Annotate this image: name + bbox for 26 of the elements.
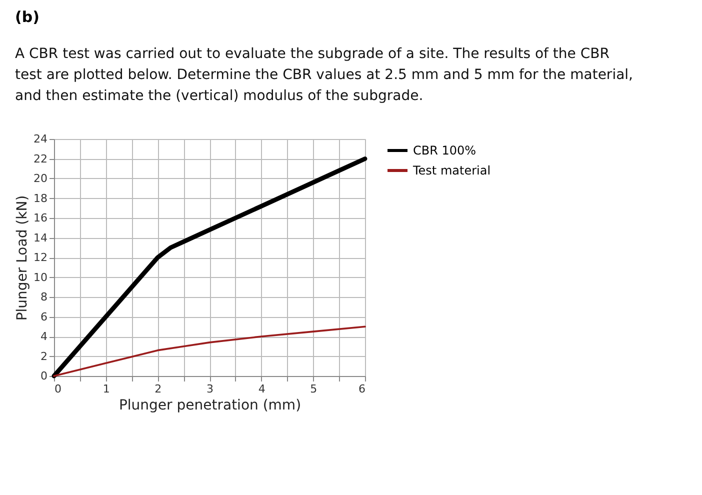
x-tick-label: 5	[310, 382, 318, 396]
y-tick-label: 4	[40, 330, 48, 343]
legend-label: Test material	[412, 164, 491, 178]
y-tick-label: 6	[40, 310, 48, 324]
legend-label: CBR 100%	[413, 144, 476, 158]
x-tick-label: 1	[102, 382, 110, 396]
y-tick-label: 24	[34, 132, 48, 146]
x-tick-label: 6	[358, 382, 366, 396]
y-tick-label: 16	[34, 212, 48, 224]
chart-title: (b)	[15, 8, 40, 26]
y-tick-label: 22	[34, 152, 48, 166]
y-tick-label: 12	[34, 251, 48, 264]
x-tick-label: 2	[154, 382, 162, 396]
y-tick-label: 18	[34, 192, 48, 205]
y-tick-label: 14	[34, 231, 48, 244]
x-tick-label: 4	[258, 382, 266, 396]
x-tick-label: 0	[54, 382, 62, 396]
x-tick-label: 3	[206, 382, 214, 396]
y-tick-label: 8	[40, 290, 48, 304]
y-tick-label: 20	[34, 172, 48, 185]
x-axis-title: Plunger penetration (mm)	[118, 398, 302, 414]
y-tick-label: 0	[40, 370, 48, 382]
y-tick-label: 2	[40, 350, 48, 363]
chart-subtitle: A CBR test was carried out to evaluate the subgrade of a site. The results of the CBR test are plotted below. Determine the CBR values at 2.5 mm and 5 mm for the material, and then estimate the (vertical) modulus of the subgrade.	[15, 46, 634, 104]
y-axis-title: Plunger Load (kN)	[14, 195, 31, 321]
y-tick-label: 10	[34, 270, 48, 284]
